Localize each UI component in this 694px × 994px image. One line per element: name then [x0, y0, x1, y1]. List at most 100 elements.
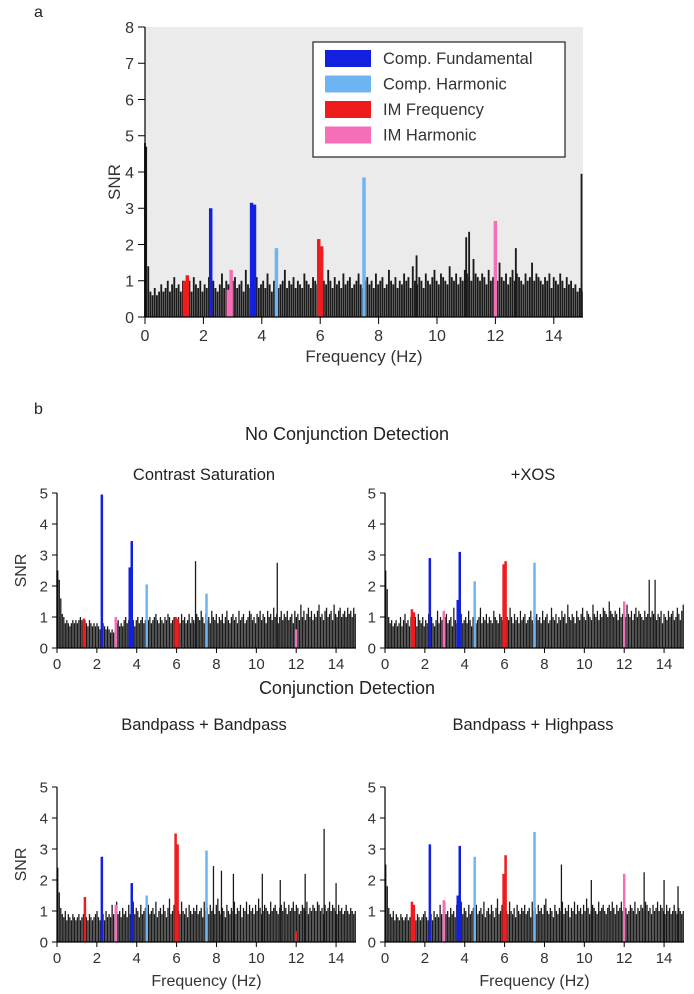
legend-label-im-frequency: IM Frequency: [383, 101, 485, 119]
baseline-bar: [58, 892, 60, 942]
baseline-bar: [188, 904, 190, 942]
baseline-bar: [499, 613, 501, 648]
baseline-bar: [614, 914, 616, 942]
y-tick-label: 3: [125, 201, 134, 218]
x-tick-label: 10: [576, 950, 593, 967]
baseline-bar: [658, 617, 661, 648]
baseline-bar: [591, 904, 594, 942]
baseline-bar: [641, 617, 643, 648]
baseline-bar: [233, 901, 236, 942]
baseline-bar: [242, 907, 245, 942]
x-tick-label: 0: [381, 950, 389, 967]
baseline-bar: [340, 288, 343, 317]
baseline-bar: [656, 901, 659, 942]
baseline-bar: [281, 280, 284, 317]
baseline-bar: [468, 610, 470, 648]
baseline-bar: [604, 610, 606, 648]
baseline-bar: [561, 610, 563, 648]
baseline-bar: [327, 617, 329, 648]
baseline-bar: [531, 620, 533, 648]
bar-im-frequency: [317, 239, 321, 317]
baseline-bar: [569, 917, 571, 942]
baseline-bar: [522, 911, 524, 942]
baseline-bar: [489, 280, 492, 317]
baseline-bar: [424, 911, 426, 942]
baseline-bar: [391, 917, 393, 942]
baseline-bar: [251, 620, 254, 648]
baseline-bar: [277, 623, 279, 648]
baseline-bar: [306, 901, 308, 942]
baseline-bar: [144, 620, 146, 648]
x-tick-label: 14: [656, 656, 673, 673]
baseline-bar: [526, 280, 529, 317]
baseline-bar: [433, 911, 435, 942]
baseline-bar: [546, 613, 548, 648]
baseline-bar: [182, 620, 184, 648]
baseline-bar: [97, 626, 100, 648]
baseline-bar: [64, 623, 66, 648]
bar-im-frequency: [82, 618, 86, 648]
baseline-bar: [626, 914, 629, 942]
baseline-bar: [587, 907, 589, 942]
baseline-bar: [208, 914, 210, 942]
baseline-bar: [519, 610, 522, 648]
baseline-bar: [283, 613, 285, 648]
baseline-bar: [528, 617, 530, 648]
baseline-bar: [641, 907, 644, 942]
baseline-bar: [679, 911, 681, 942]
y-tick-label: 4: [40, 516, 48, 533]
baseline-bar: [236, 907, 239, 942]
baseline-bar: [58, 579, 60, 648]
bar-comp-fundamental: [128, 567, 132, 648]
baseline-bar: [448, 620, 451, 648]
baseline-bar: [584, 620, 587, 648]
baseline-bar: [425, 620, 427, 648]
baseline-bar: [586, 610, 588, 648]
baseline-bar: [544, 617, 547, 648]
baseline-bar: [247, 617, 249, 648]
baseline-bar: [454, 620, 456, 648]
baseline-bar: [197, 617, 199, 648]
baseline-bar: [338, 280, 340, 317]
section-title-conjunction: Conjunction Detection: [258, 678, 436, 698]
baseline-bar: [531, 262, 533, 317]
bar-comp-fundamental: [456, 599, 460, 648]
baseline-bar: [528, 277, 531, 317]
baseline-bar: [395, 620, 397, 648]
baseline-bar: [490, 904, 493, 942]
baseline-bar: [518, 277, 520, 317]
baseline-bar: [117, 620, 119, 648]
baseline-bar: [354, 911, 356, 942]
baseline-bar: [170, 623, 172, 648]
baseline-bar: [518, 623, 520, 648]
baseline-bar: [203, 284, 206, 317]
baseline-bar: [419, 920, 422, 942]
baseline-bar: [227, 911, 230, 942]
baseline-bar: [73, 917, 76, 942]
baseline-bar: [324, 610, 326, 648]
baseline-bar: [108, 914, 110, 942]
baseline-bar: [167, 907, 169, 942]
bar-comp-fundamental: [208, 208, 213, 317]
baseline-bar: [466, 623, 468, 648]
baseline-bar: [208, 277, 210, 317]
baseline-bar: [610, 911, 612, 942]
baseline-bar: [479, 607, 482, 648]
baseline-bar: [126, 623, 128, 648]
baseline-bar: [216, 291, 219, 317]
baseline-bar: [541, 284, 544, 317]
baseline-bar: [411, 266, 414, 317]
baseline-bar: [385, 284, 388, 317]
baseline-bar: [296, 280, 299, 317]
baseline-bar: [330, 610, 332, 648]
baseline-bar: [574, 623, 576, 648]
baseline-bar: [137, 911, 139, 942]
baseline-bar: [235, 914, 237, 942]
baseline-bar: [171, 911, 174, 942]
baseline-bar: [489, 914, 491, 942]
bar-comp-fundamental: [100, 856, 104, 942]
baseline-bar: [392, 284, 395, 317]
baseline-bar: [199, 280, 202, 317]
baseline-bar: [558, 617, 560, 648]
baseline-bar: [403, 920, 405, 942]
